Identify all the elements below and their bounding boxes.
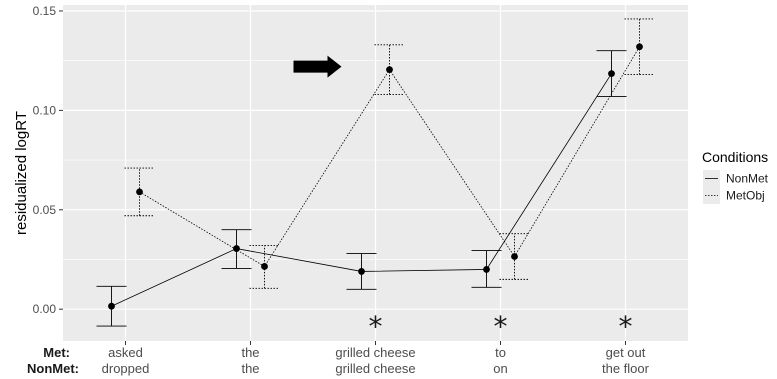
- y-axis-title: residualized logRT: [13, 111, 30, 235]
- legend-label: NonMet: [726, 172, 769, 186]
- significance-star: *: [369, 310, 383, 343]
- legend: Conditions NonMet MetObj: [702, 149, 769, 204]
- series-layer: [96, 18, 655, 327]
- legend-title: Conditions: [702, 149, 768, 165]
- x-tick-label-nonmet: on: [493, 361, 507, 376]
- x-tick-label-met: get out: [606, 345, 646, 360]
- arrow-shape: [293, 55, 342, 78]
- y-tick-label: 0.10: [33, 103, 57, 117]
- arrow-annotation: [293, 55, 342, 78]
- grid: [63, 5, 688, 341]
- legend-label: MetObj: [726, 189, 765, 203]
- data-point-metobj: [136, 188, 143, 196]
- significance-star: *: [619, 310, 633, 343]
- significance-markers: * * *: [369, 310, 633, 343]
- y-tick-label: 0.05: [33, 203, 57, 217]
- y-tick-label: 0.00: [33, 302, 57, 316]
- data-point-metobj: [386, 66, 393, 74]
- data-point-nonmet: [483, 266, 490, 273]
- data-point-nonmet: [358, 268, 365, 275]
- x-tick-label-nonmet: the floor: [602, 361, 650, 376]
- data-point-nonmet: [233, 245, 240, 252]
- x-tick-label-nonmet: dropped: [102, 361, 150, 376]
- data-point-metobj: [636, 43, 643, 51]
- data-point-nonmet: [108, 302, 115, 310]
- row-label-met: Met:: [43, 345, 70, 360]
- x-tick-label-met: to: [495, 345, 506, 360]
- significance-star: *: [494, 310, 508, 343]
- error-bar-metobj: [124, 167, 155, 217]
- data-point-metobj: [261, 263, 268, 270]
- x-tick-label-met: grilled cheese: [335, 345, 415, 360]
- data-point-metobj: [511, 253, 518, 260]
- series-metobj: [124, 18, 655, 289]
- x-tick-label-nonmet: grilled cheese: [335, 361, 415, 376]
- y-tick-label: 0.15: [33, 4, 57, 18]
- series-nonmet: [96, 50, 627, 327]
- error-bar-metobj: [499, 233, 530, 280]
- row-label-nonmet: NonMet:: [27, 361, 79, 376]
- x-tick-label-nonmet: the: [241, 361, 259, 376]
- data-point-nonmet: [608, 70, 615, 77]
- x-tick-label-met: asked: [108, 345, 143, 360]
- x-tick-label-met: the: [241, 345, 259, 360]
- y-ticks: 0.00 0.05 0.10 0.15: [33, 4, 63, 316]
